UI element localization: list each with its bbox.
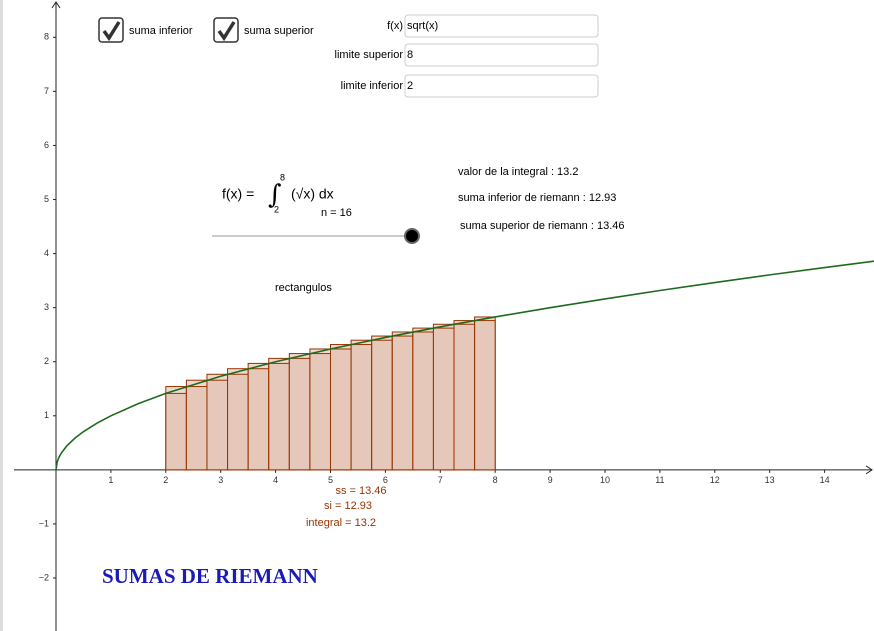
scrollbar	[0, 0, 3, 631]
input-label: limite inferior	[341, 80, 404, 92]
checkmark	[217, 21, 236, 42]
x-tick-label: 6	[383, 475, 388, 485]
input-label: limite superior	[335, 49, 404, 61]
x-tick-label: 7	[438, 475, 443, 485]
lower-rect	[268, 362, 290, 471]
lower-rect	[288, 357, 311, 471]
annotation: integral = 13.2	[306, 517, 376, 529]
lower-rect	[329, 348, 352, 471]
curve	[55, 260, 874, 470]
y-tick-label: 6	[44, 140, 49, 150]
checkbox-label: suma superior	[244, 25, 314, 37]
lower-rect	[185, 386, 208, 471]
result: suma inferior de riemann : 12.93	[458, 192, 616, 204]
input-box[interactable]	[404, 74, 599, 98]
integral-sign: ∫	[268, 180, 282, 210]
lower-rect	[453, 323, 476, 471]
x-tick-label: 5	[328, 475, 333, 485]
y-tick-label: 4	[44, 248, 49, 258]
y-tick-label: −1	[39, 518, 49, 528]
annotation: ss = 13.46	[335, 485, 386, 497]
x-tick-label: 2	[163, 475, 168, 485]
y-tick-label: 5	[44, 194, 49, 204]
x-tick-label: 10	[600, 475, 610, 485]
input-label: f(x)	[387, 20, 403, 32]
lower-rect	[247, 368, 270, 471]
checkbox[interactable]	[213, 17, 239, 43]
checkbox-label: suma inferior	[129, 25, 193, 37]
formula-upper: 8	[280, 172, 285, 182]
annotation: si = 12.93	[324, 500, 372, 512]
result: valor de la integral : 13.2	[458, 166, 578, 178]
x-tick-label: 4	[273, 475, 278, 485]
x-axis-arrow	[865, 465, 873, 475]
rect-label: rectangulos	[275, 282, 332, 294]
y-tick-label: 8	[44, 32, 49, 42]
checkbox[interactable]	[98, 17, 124, 43]
x-tick-label: 9	[548, 475, 553, 485]
input-box[interactable]	[404, 14, 599, 38]
x-tick-label: 8	[493, 475, 498, 485]
formula-integrand: (√x) dx	[291, 186, 334, 202]
lower-rect	[206, 379, 229, 471]
x-tick-label: 11	[655, 475, 664, 485]
lower-rect	[432, 327, 455, 471]
lower-rect	[165, 392, 187, 471]
lower-rect	[309, 353, 331, 471]
lower-rect	[227, 373, 249, 471]
checkmark	[102, 21, 121, 42]
lower-rect	[412, 331, 434, 471]
lower-rect	[350, 344, 373, 471]
y-tick-label: 2	[44, 356, 49, 366]
formula-lhs: f(x) =	[222, 186, 254, 202]
y-axis-arrow	[51, 1, 61, 9]
x-tick-label: 14	[820, 475, 830, 485]
x-tick-label: 3	[218, 475, 223, 485]
title: SUMAS DE RIEMANN	[102, 564, 318, 588]
y-tick-label: 7	[44, 86, 49, 96]
input-value: 2	[407, 80, 413, 92]
formula-lower: 2	[274, 204, 279, 214]
input-box[interactable]	[404, 43, 599, 67]
n-label: n = 16	[321, 207, 352, 219]
y-tick-label: 1	[44, 410, 49, 420]
input-value: 8	[407, 49, 413, 61]
y-tick-label: 3	[44, 302, 49, 312]
slider-knob[interactable]	[404, 228, 420, 244]
x-tick-label: 13	[765, 475, 775, 485]
x-tick-label: 12	[710, 475, 720, 485]
y-tick-label: −2	[39, 572, 49, 582]
lower-rect	[371, 339, 393, 471]
lower-rect	[391, 335, 414, 471]
result: suma superior de riemann : 13.46	[460, 220, 624, 232]
input-value: sqrt(x)	[407, 20, 438, 32]
lower-rect	[474, 320, 496, 471]
x-tick-label: 1	[108, 475, 113, 485]
